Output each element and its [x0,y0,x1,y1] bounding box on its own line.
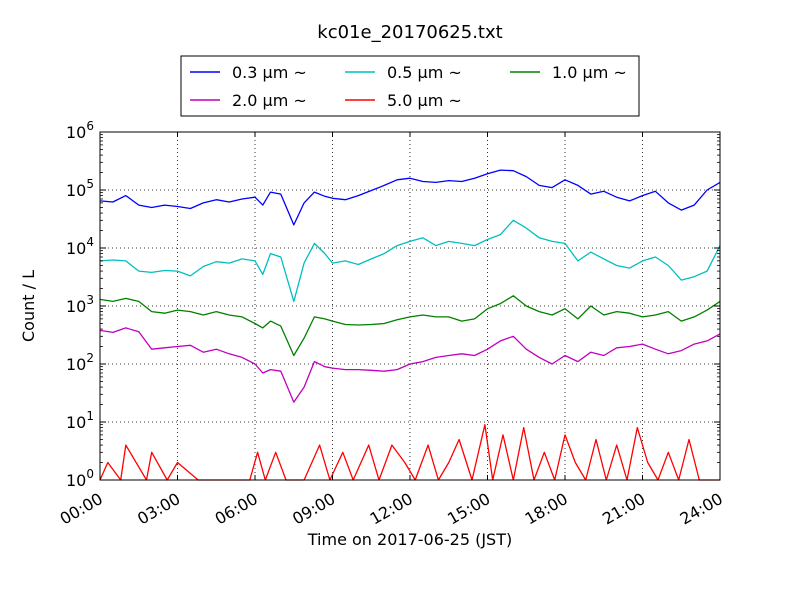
y-tick-label: 102 [66,351,94,374]
y-tick-base: 10 [66,355,86,374]
legend: 0.3 μm ~ 0.5 μm ~ 1.0 μm ~ 2.0 μm ~ 5.0 μm ~ [180,55,640,117]
y-tick-base: 10 [66,123,86,142]
chart-title: kc01e_20170625.txt [317,22,502,43]
y-tick-base: 10 [66,297,86,316]
series-line-3 [99,327,721,403]
y-tick-label: 103 [66,293,94,316]
y-tick-label: 105 [66,177,94,200]
legend-label-1: 0.5 μm ~ [387,63,462,82]
y-tick-exponent: 3 [86,293,94,307]
series-line-1 [99,219,721,303]
legend-label-2: 1.0 μm ~ [552,63,627,82]
y-tick-exponent: 6 [86,119,94,133]
legend-label-3: 2.0 μm ~ [232,91,307,110]
grid [100,132,720,480]
x-tick-label: 00:00 [57,489,106,529]
y-tick-base: 10 [66,471,86,490]
x-tick-label: 15:00 [444,489,493,529]
y-tick-exponent: 5 [86,177,94,191]
y-tick-base: 10 [66,239,86,258]
y-tick-label: 104 [66,235,94,258]
x-tick-label: 06:00 [212,489,261,529]
y-tick-exponent: 4 [86,235,94,249]
x-tick-label: 09:00 [289,489,338,529]
x-tick-label: 12:00 [367,489,416,529]
x-tick-label: 21:00 [599,489,648,529]
y-tick-base: 10 [66,181,86,200]
y-axis-label: Count / L [19,270,38,342]
legend-label-0: 0.3 μm ~ [232,63,307,82]
series-line-2 [99,295,721,357]
x-axis-label: Time on 2017-06-25 (JST) [307,530,512,549]
x-tick-label: 24:00 [677,489,726,529]
y-tick-label: 106 [66,119,94,142]
x-tick-label: 18:00 [522,489,571,529]
y-tick-label: 101 [66,409,94,432]
y-tick-base: 10 [66,413,86,432]
y-tick-exponent: 2 [86,351,94,365]
legend-box [180,55,640,117]
series-line-0 [99,169,721,226]
x-tick-label: 03:00 [134,489,183,529]
y-tick-exponent: 1 [86,409,94,423]
y-tick-label: 100 [66,467,94,490]
legend-label-4: 5.0 μm ~ [387,91,462,110]
y-tick-exponent: 0 [86,467,94,481]
plot-border [99,131,721,481]
